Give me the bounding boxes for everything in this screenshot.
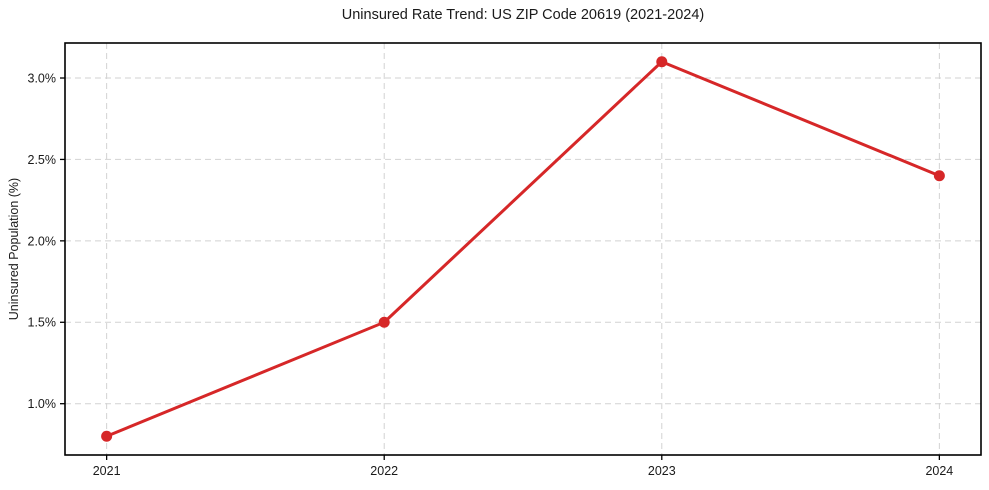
data-point [933, 170, 945, 182]
x-tick-label: 2024 [925, 464, 953, 478]
y-tick-label: 3.0% [28, 71, 57, 85]
chart-title: Uninsured Rate Trend: US ZIP Code 20619 … [341, 7, 705, 23]
data-point [101, 430, 113, 442]
y-tick-label: 2.5% [28, 153, 57, 167]
y-tick-label: 1.0% [28, 397, 57, 411]
data-point [378, 316, 390, 328]
x-tick-label: 2022 [370, 464, 398, 478]
trend-line [105, 60, 941, 438]
data-point [656, 56, 668, 68]
x-tick-label: 2021 [93, 464, 121, 478]
x-tick-label: 2023 [648, 464, 676, 478]
y-tick-label: 1.5% [28, 316, 57, 330]
y-tick-label: 2.0% [28, 234, 57, 248]
plot-border [64, 42, 982, 456]
